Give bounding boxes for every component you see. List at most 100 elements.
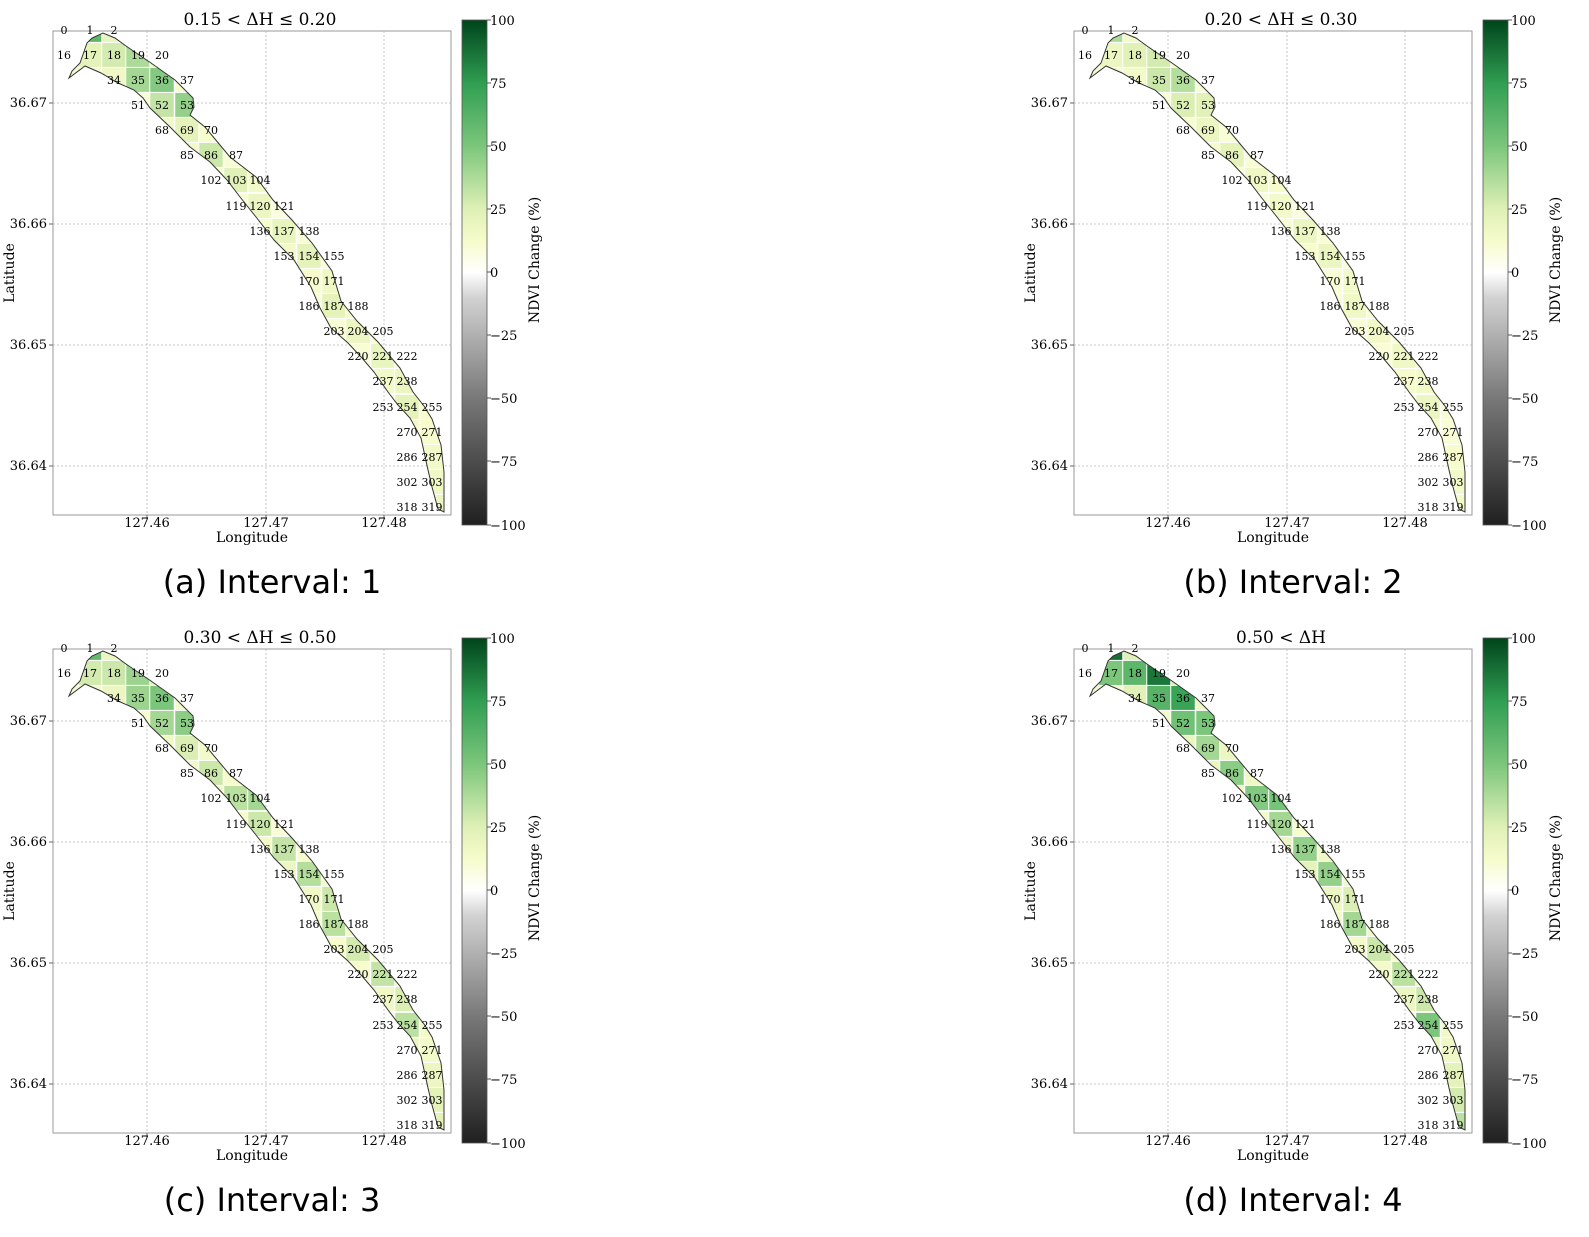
cell-id-label: 253 <box>373 1019 394 1032</box>
colorbar-tick-label: −25 <box>1511 329 1538 344</box>
cell-id-label: 204 <box>348 943 369 956</box>
x-tick-label: 127.47 <box>1264 1134 1310 1149</box>
cell-id-label: 170 <box>1320 275 1341 288</box>
panel-caption: (a) Interval: 1 <box>163 563 382 601</box>
cell-id-label: 87 <box>229 149 243 162</box>
cell-id-label: 121 <box>1295 200 1316 213</box>
cell-id-label: 204 <box>348 325 369 338</box>
cell-id-label: 204 <box>1369 943 1390 956</box>
cell-id-label: 104 <box>250 792 271 805</box>
cell-id-label: 0 <box>61 24 68 37</box>
cell-id-label: 287 <box>1443 1069 1464 1082</box>
cell-id-label: 119 <box>1247 200 1268 213</box>
cell-id-label: 318 <box>1418 501 1439 514</box>
cell-id-label: 303 <box>422 476 443 489</box>
colorbar <box>461 637 488 1144</box>
cell-id-label: 171 <box>1345 893 1366 906</box>
cell-id-label: 270 <box>397 426 418 439</box>
y-axis-label: Latitude <box>1023 861 1039 921</box>
colorbar-tick-label: −50 <box>1511 392 1538 407</box>
x-tick-label: 127.47 <box>243 516 289 531</box>
cell-id-label: 205 <box>373 943 394 956</box>
cell-id-label: 255 <box>1443 1019 1464 1032</box>
cell-id-label: 238 <box>1418 993 1439 1006</box>
river-outline <box>1088 650 1466 1131</box>
y-tick-label: 36.64 <box>10 1077 47 1092</box>
y-tick-label: 36.65 <box>10 338 47 353</box>
cell-id-label: 222 <box>397 350 418 363</box>
cell-id-label: 286 <box>1418 451 1439 464</box>
colorbar-tick-label: −100 <box>490 1137 526 1152</box>
cell-id-label: 86 <box>1225 767 1239 780</box>
cell-id-label: 153 <box>274 868 295 881</box>
cell-id-label: 171 <box>324 893 345 906</box>
cell-id-label: 37 <box>180 692 194 705</box>
cell-id-label: 238 <box>397 375 418 388</box>
cell-id-label: 52 <box>1176 717 1190 730</box>
cell-id-label: 238 <box>1418 375 1439 388</box>
cell-id-label: 204 <box>1369 325 1390 338</box>
colorbar-tick-label: −100 <box>490 519 526 534</box>
cell-id-label: 155 <box>324 868 345 881</box>
cell-id-label: 35 <box>131 692 145 705</box>
cell-id-label: 155 <box>1345 868 1366 881</box>
cell-id-label: 186 <box>1320 300 1341 313</box>
cell-id-label: 155 <box>1345 250 1366 263</box>
cell-id-label: 119 <box>1247 818 1268 831</box>
x-tick-label: 127.48 <box>361 516 407 531</box>
colorbar-tick-label: 25 <box>490 203 507 218</box>
y-tick-label: 36.67 <box>10 714 47 729</box>
cell-id-label: 19 <box>131 49 145 62</box>
colorbar-tick-label: 0 <box>490 884 498 899</box>
cell-id-label: 255 <box>1443 401 1464 414</box>
cell-id-label: 68 <box>1176 742 1190 755</box>
cell-id-label: 254 <box>397 401 418 414</box>
colorbar-tick-label: −50 <box>490 1010 517 1025</box>
cell-id-label: 253 <box>1394 1019 1415 1032</box>
chart-title: 0.50 < ΔH <box>1236 628 1326 648</box>
cell-id-label: 187 <box>1345 300 1366 313</box>
cell-id-label: 19 <box>1152 667 1166 680</box>
cell-id-label: 302 <box>397 1094 418 1107</box>
cell-id-label: 221 <box>373 968 394 981</box>
cell-id-label: 85 <box>1201 767 1215 780</box>
x-tick-label: 127.46 <box>124 1134 170 1149</box>
cell-id-label: 220 <box>348 968 369 981</box>
cell-id-label: 35 <box>1152 74 1166 87</box>
cell-id-label: 87 <box>1250 149 1264 162</box>
plot-area <box>52 30 452 516</box>
cell-id-label: 303 <box>1443 1094 1464 1107</box>
cell-id-label: 51 <box>131 99 145 112</box>
cell-id-label: 70 <box>204 742 218 755</box>
x-axis-label: Longitude <box>1237 530 1309 546</box>
cell-id-label: 1 <box>87 642 94 655</box>
cell-id-label: 85 <box>180 149 194 162</box>
cell-id-label: 153 <box>1295 250 1316 263</box>
cell-id-label: 2 <box>1132 642 1139 655</box>
y-tick-label: 36.64 <box>1031 1077 1068 1092</box>
y-tick-label: 36.65 <box>1031 956 1068 971</box>
cell-id-label: 17 <box>83 667 97 680</box>
cell-id-label: 319 <box>1443 501 1464 514</box>
cell-id-label: 222 <box>1418 968 1439 981</box>
colorbar-tick-label: 100 <box>490 14 515 29</box>
colorbar-tick-label: 0 <box>1511 266 1519 281</box>
cell-id-label: 220 <box>1369 968 1390 981</box>
cell-id-label: 51 <box>1152 717 1166 730</box>
cell-id-label: 1 <box>1108 642 1115 655</box>
colorbar <box>461 19 488 526</box>
colorbar-tick-label: 50 <box>490 140 507 155</box>
cell-id-label: 69 <box>180 742 194 755</box>
river-outline <box>67 650 445 1131</box>
cell-id-label: 188 <box>1369 918 1390 931</box>
x-tick-label: 127.47 <box>1264 516 1310 531</box>
cell-id-label: 188 <box>1369 300 1390 313</box>
cell-id-label: 203 <box>324 325 345 338</box>
cell-id-label: 0 <box>61 642 68 655</box>
cell-id-label: 237 <box>373 993 394 1006</box>
y-tick-label: 36.67 <box>1031 714 1068 729</box>
cell-id-label: 35 <box>131 74 145 87</box>
y-tick-label: 36.66 <box>1031 217 1068 232</box>
cell-id-label: 302 <box>397 476 418 489</box>
